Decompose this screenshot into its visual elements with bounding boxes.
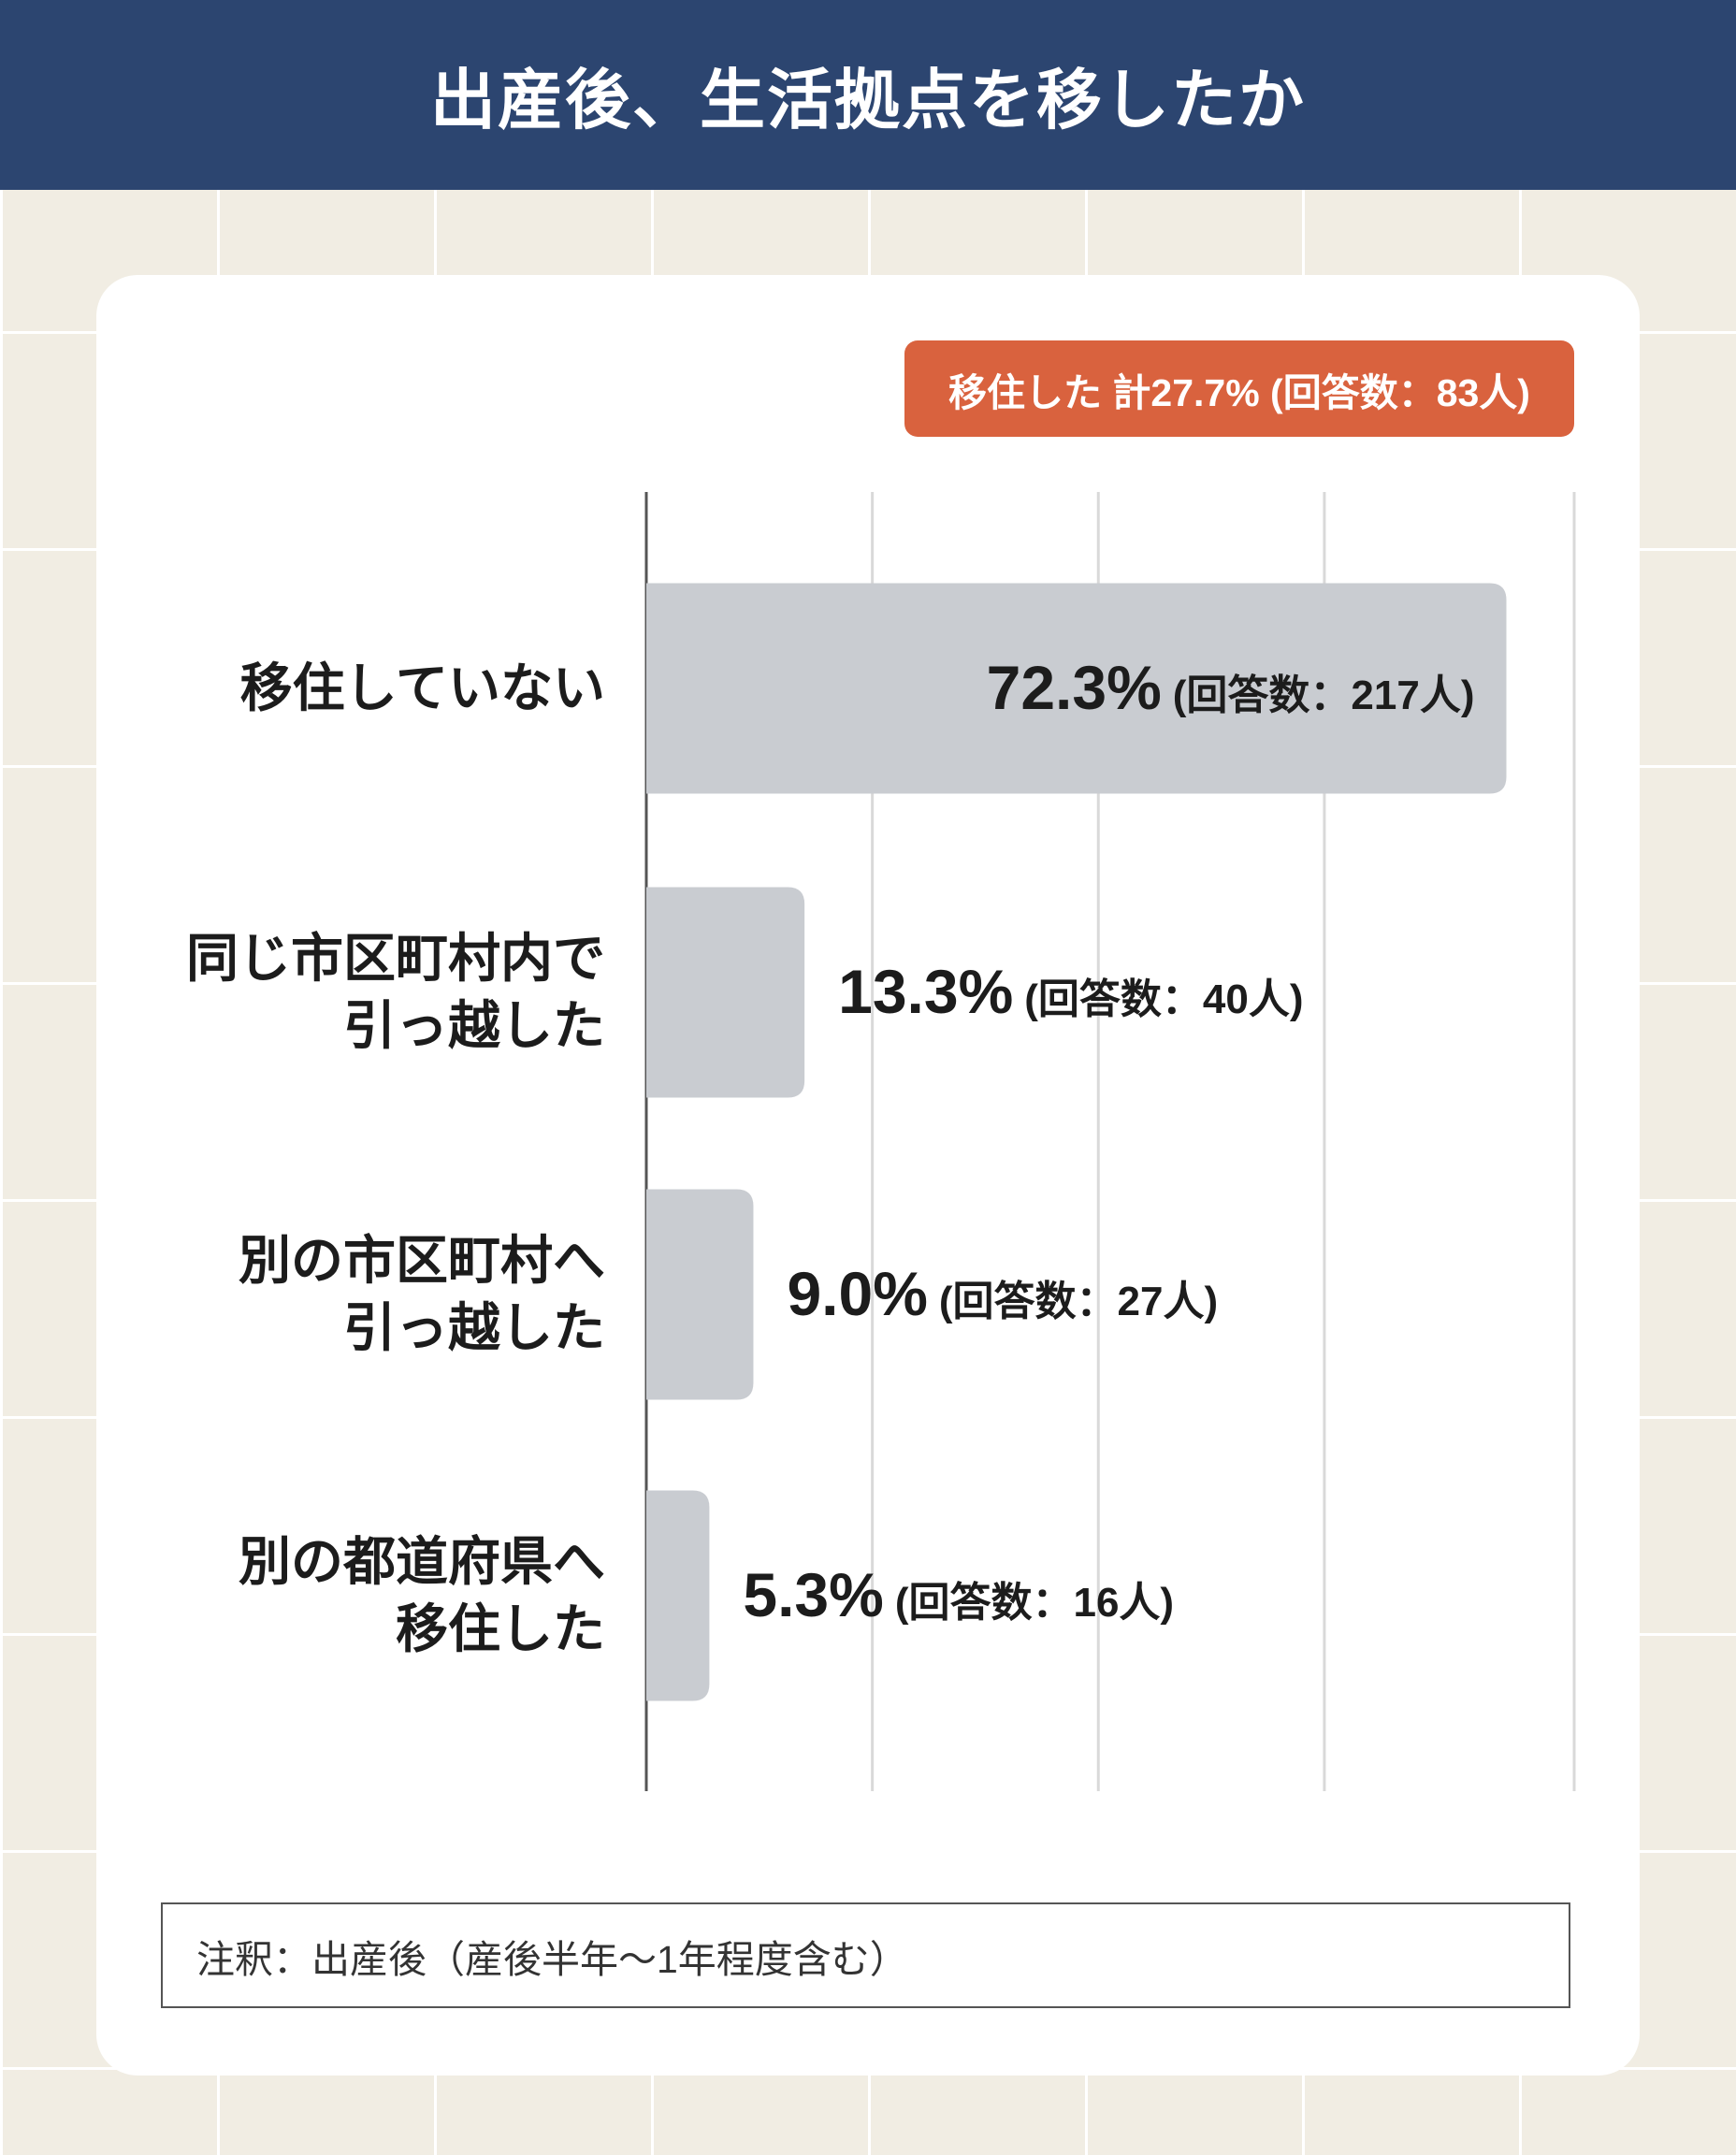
value-percent: 5.3% xyxy=(743,1560,883,1629)
category-label: 別の都道府県へ 移住した xyxy=(239,1532,605,1658)
header-title: 出産後、生活拠点を移したか xyxy=(0,0,1736,190)
value-percent: 13.3% xyxy=(838,957,1013,1026)
category-label: 同じ市区町村内で 引っ越した xyxy=(186,929,605,1055)
category-label: 別の市区町村へ 引っ越した xyxy=(239,1231,605,1357)
value-label: 72.3% (回答数：217人) xyxy=(987,653,1475,722)
card xyxy=(96,275,1640,2075)
bar xyxy=(646,887,805,1098)
bar xyxy=(646,1490,710,1701)
bar xyxy=(646,1189,754,1400)
note: 注釈：出産後（産後半年〜1年程度含む） xyxy=(161,1902,1570,2008)
value-label: 9.0% (回答数：27人) xyxy=(787,1259,1218,1328)
bar xyxy=(646,583,1507,794)
value-count: (回答数：40人) xyxy=(1024,976,1303,1022)
value-label: 13.3% (回答数：40人) xyxy=(838,957,1303,1026)
value-percent: 9.0% xyxy=(787,1259,927,1328)
value-percent: 72.3% xyxy=(987,653,1162,722)
value-count: (回答数：217人) xyxy=(1173,673,1475,718)
badge: 移住した 計27.7% (回答数：83人) xyxy=(904,340,1574,437)
value-label: 5.3% (回答数：16人) xyxy=(743,1560,1174,1629)
value-count: (回答数：27人) xyxy=(939,1279,1218,1324)
category-label: 移住していない xyxy=(239,658,605,717)
value-count: (回答数：16人) xyxy=(895,1580,1174,1626)
